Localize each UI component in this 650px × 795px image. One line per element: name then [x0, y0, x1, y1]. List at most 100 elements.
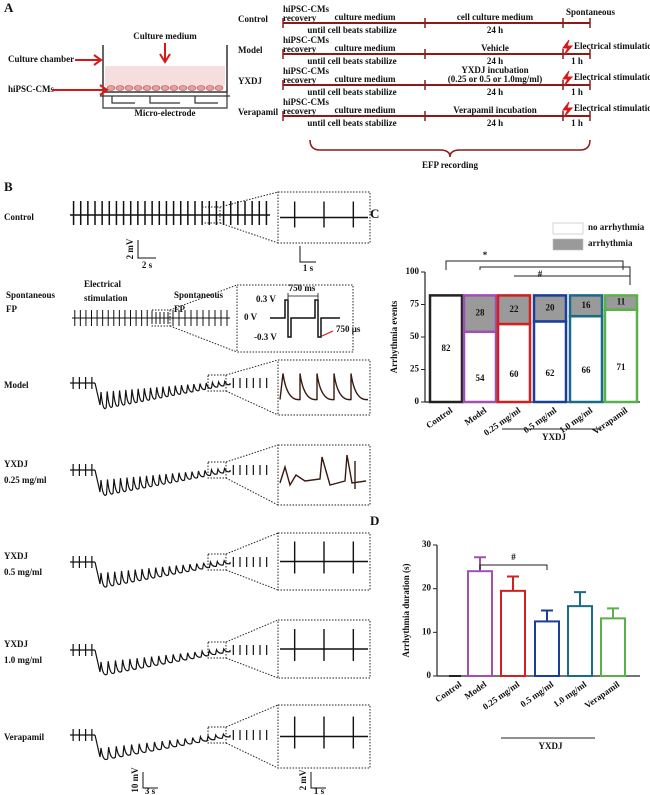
arrow [321, 330, 334, 337]
y-axis-label: Arrhythmia events [389, 300, 399, 373]
lightning [562, 39, 574, 56]
interval-marker [287, 293, 319, 299]
trace [70, 729, 268, 761]
y-tick-label: 25 [410, 364, 420, 374]
bar-segment [532, 320, 568, 404]
trace-label: 0.5 mg/ml [4, 567, 42, 577]
cell [169, 85, 179, 91]
stage-time: 24 h [487, 25, 503, 35]
panel-label: D [370, 513, 379, 528]
bar-segment [496, 322, 532, 404]
medium [105, 66, 225, 86]
trace [70, 201, 270, 225]
value-label: 62 [546, 368, 556, 378]
inset-box [277, 619, 371, 679]
stage: culture medium [334, 12, 396, 22]
legend-label: no arrhythmia [588, 222, 645, 232]
group-name: Model [238, 45, 263, 55]
zoom-line [225, 359, 279, 416]
bar-segment [428, 294, 464, 404]
pulse [270, 299, 340, 338]
trace-label: 1.0 mg/ml [4, 655, 42, 665]
trace [72, 310, 230, 326]
panel-label: C [370, 206, 379, 221]
inset-trace [280, 201, 368, 228]
sig-mark: # [538, 269, 543, 279]
chamber-label: Culture chamber [8, 54, 74, 64]
cell [196, 85, 206, 91]
trace-label: YXDJ [4, 639, 28, 649]
scale-label: 2 mV [125, 238, 135, 259]
cell [151, 85, 161, 91]
bar-segment [603, 308, 639, 404]
y-tick-label: 100 [406, 266, 420, 276]
bar-segment [532, 294, 568, 323]
error-bar [574, 591, 586, 607]
inset-trace [280, 629, 368, 661]
y-tick-label: 20 [422, 583, 432, 593]
recovery: hiPSC-CMs [283, 97, 329, 107]
scale-label: 2 s [142, 260, 153, 270]
y-tick-label: 75 [410, 299, 420, 309]
trace-label: YXDJ [4, 551, 28, 561]
stage-note: until cell beats stabilize [307, 87, 396, 97]
trace [70, 464, 268, 496]
value-label: 71 [617, 362, 627, 372]
stim-volt: 0.3 V [256, 294, 276, 304]
stage-time: 24 h [487, 56, 503, 66]
sig-bracket [479, 266, 631, 285]
recovery: hiPSC-CMs [283, 66, 329, 76]
electrode-label: Micro-electrode [134, 108, 195, 118]
zoom-line [225, 704, 279, 769]
value-label: 20 [546, 302, 556, 312]
x-tick-label: 0.25 mg/ml [482, 405, 523, 438]
x-tick-label: 0.5 mg/ml [521, 405, 558, 435]
x-tick-label: 0.25 mg/ml [481, 679, 522, 712]
recording-label: EFP recording [422, 160, 479, 170]
stage-time: 1 h [571, 118, 583, 128]
recovery: hiPSC-CMs [283, 4, 329, 14]
legend-swatch [552, 222, 584, 235]
recovery: recovery [283, 75, 317, 85]
group-name: Verapamil [238, 107, 279, 117]
inset-trace [279, 454, 367, 489]
value-label: 82 [442, 343, 452, 353]
zoom-line [225, 444, 279, 506]
bracket [309, 139, 591, 158]
cell [115, 85, 125, 91]
stim-interval: 750 ms [289, 283, 316, 293]
stim-volt: 0 V [244, 312, 258, 322]
trace-label: Control [4, 212, 34, 222]
scale-bar [310, 772, 326, 789]
stage: YXDJ incubation [461, 65, 528, 75]
cell [160, 85, 170, 91]
stage-time: 1 h [571, 56, 583, 66]
bar [534, 620, 560, 678]
stim-label: FP [174, 304, 185, 314]
scale-label: 1 s [303, 263, 314, 273]
scale-label: 10 mV [130, 767, 140, 793]
inset-box [236, 284, 354, 353]
arrow [75, 54, 103, 66]
bar-segment [603, 294, 639, 311]
stage-time: 1 h [571, 87, 583, 97]
inset-box [277, 444, 371, 506]
trace [70, 377, 268, 410]
stim-volt: -0.3 V [254, 332, 277, 342]
group-name: Control [238, 14, 268, 24]
trace-label: Model [4, 380, 29, 390]
x-tick-label: Control [424, 405, 455, 431]
x-tick-label: 1.0 mg/ml [557, 405, 594, 435]
trace [70, 644, 268, 676]
trace-label: Verapamil [4, 732, 45, 742]
group-name: YXDJ [238, 76, 262, 86]
base [102, 92, 228, 109]
bar-segment [462, 330, 498, 404]
scale-bar [137, 240, 156, 259]
x-tick-label: Model [463, 405, 489, 428]
cell [106, 85, 116, 91]
x-tick-label: Model [463, 679, 489, 702]
bar-segment [568, 294, 604, 318]
inset-trace [279, 373, 369, 401]
